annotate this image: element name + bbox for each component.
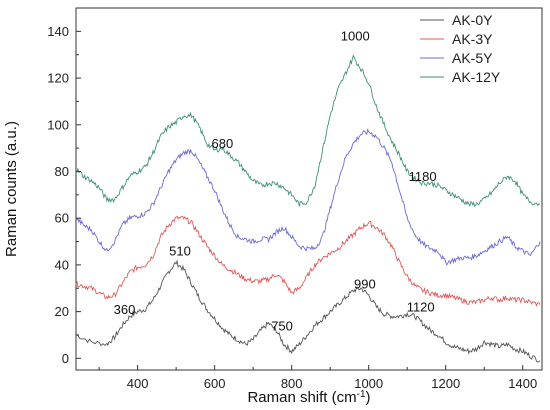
y-tick-label: 100 [47, 117, 69, 132]
plot-frame [75, 7, 543, 371]
x-axis-label-text: Raman shift (cm [247, 389, 356, 406]
y-tick-label: 0 [62, 351, 69, 366]
series-line-ak-0y [75, 259, 541, 363]
peak-annotation: 990 [354, 276, 376, 291]
x-tick-label: 1400 [508, 376, 537, 391]
x-axis-label-end: ) [366, 389, 371, 406]
x-tick-label: 400 [127, 376, 149, 391]
peak-annotation: 360 [114, 302, 136, 317]
legend-label: AK-3Y [452, 31, 493, 47]
x-tick-label: 600 [204, 376, 226, 391]
peak-annotation: 750 [271, 318, 293, 333]
legend-label: AK-5Y [452, 50, 493, 66]
x-tick-label: 1000 [354, 376, 383, 391]
peak-annotation: 1000 [341, 29, 370, 44]
legend-label: AK-0Y [452, 12, 493, 28]
y-tick-label: 40 [55, 257, 69, 272]
peak-annotation: 1180 [409, 169, 437, 184]
series-line-ak-3y [75, 215, 541, 307]
y-axis-label: Raman counts (a.u.) [3, 121, 20, 257]
series-line-ak-5y [75, 128, 541, 266]
x-axis-label-sup: -1 [357, 389, 366, 400]
peak-annotation: 680 [211, 136, 233, 151]
y-tick-label: 140 [47, 24, 69, 39]
x-tick-label: 1200 [431, 376, 460, 391]
peak-annotation: 1120 [407, 300, 435, 315]
series-line-ak-12y [75, 54, 541, 208]
y-tick-label: 120 [47, 71, 69, 86]
peak-annotation: 510 [169, 244, 191, 259]
x-axis-label: Raman shift (cm-1) [247, 389, 370, 407]
y-tick-label: 20 [55, 304, 69, 319]
y-tick-label: 60 [55, 211, 69, 226]
legend-label: AK-12Y [452, 69, 501, 85]
y-tick-label: 80 [55, 164, 69, 179]
x-tick-label: 800 [281, 376, 303, 391]
legend: AK-0Y AK-3Y AK-5Y AK-12Y [420, 12, 501, 85]
